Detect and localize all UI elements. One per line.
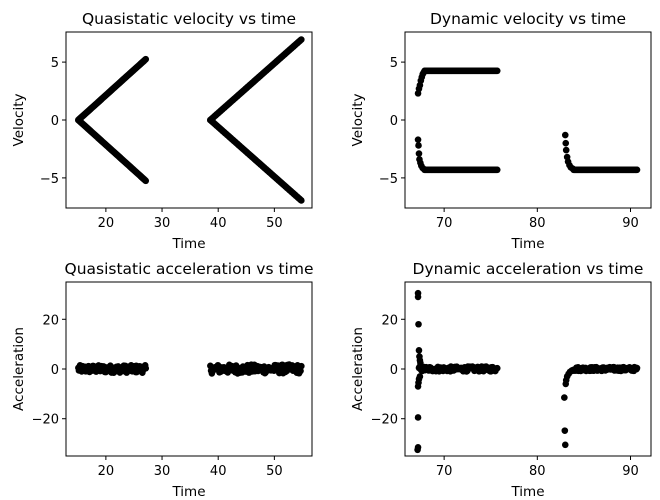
- y-tick-label: −5: [40, 172, 59, 187]
- data-points: [414, 67, 641, 174]
- data-point: [142, 177, 150, 185]
- y-axis-label: Acceleration: [350, 327, 366, 411]
- data-point: [420, 165, 428, 173]
- data-point: [415, 142, 422, 149]
- x-tick-label: 50: [266, 216, 283, 231]
- data-series-2: [75, 116, 150, 185]
- data-series-2: [569, 363, 641, 375]
- data-point: [298, 36, 305, 43]
- y-tick-label: −20: [32, 413, 59, 428]
- data-points: [414, 289, 641, 454]
- x-tick-label: 70: [436, 464, 453, 479]
- data-point: [417, 359, 424, 367]
- chart-title: Dynamic acceleration vs time: [413, 260, 644, 278]
- data-point: [142, 365, 150, 372]
- data-point: [142, 55, 150, 63]
- data-series-4: [207, 116, 305, 204]
- data-series-1: [75, 55, 150, 124]
- data-point: [414, 414, 422, 421]
- x-tick-label: 20: [98, 464, 115, 479]
- subplot-3: 20 30 40 50 −20 0 20 Quasistatic acceleration v…: [11, 260, 314, 500]
- y-tick-label: −20: [371, 413, 398, 428]
- data-series-2: [421, 166, 501, 174]
- x-axis-label: Time: [171, 236, 205, 252]
- data-point: [568, 367, 576, 374]
- data-series-3: [570, 166, 641, 174]
- y-tick-label: 0: [390, 363, 398, 378]
- x-tick-label: 20: [98, 216, 115, 231]
- data-series-2: [207, 361, 305, 377]
- x-tick-label: 70: [436, 216, 453, 231]
- chart-title: Quasistatic velocity vs time: [82, 10, 296, 28]
- x-tick-label: 40: [210, 216, 227, 231]
- data-series-1: [415, 363, 501, 375]
- data-point: [420, 69, 427, 76]
- data-point: [569, 165, 577, 172]
- y-tick-label: 0: [51, 363, 59, 378]
- data-point: [493, 166, 501, 174]
- x-tick-label: 30: [154, 216, 171, 231]
- data-point: [493, 364, 501, 372]
- x-tick-label: 90: [622, 216, 639, 231]
- x-tick-label: 50: [266, 464, 283, 479]
- y-tick-label: 5: [51, 56, 59, 71]
- y-axis-label: Velocity: [350, 94, 366, 147]
- data-point: [298, 362, 305, 370]
- subplot-2: 70 80 90 −5 0 5 Dynamic velocity vs time Time Ve…: [350, 10, 652, 252]
- data-point: [561, 441, 569, 449]
- data-series-1: [75, 361, 150, 376]
- y-tick-label: 0: [51, 114, 59, 129]
- x-axis-label: Time: [171, 484, 205, 500]
- chart-title: Dynamic velocity vs time: [430, 10, 626, 28]
- x-tick-label: 90: [622, 464, 639, 479]
- data-point: [561, 394, 568, 401]
- x-tick-label: 30: [154, 464, 171, 479]
- data-series-1: [421, 67, 501, 75]
- data-point: [414, 136, 422, 143]
- data-point: [415, 150, 423, 157]
- data-point: [414, 293, 422, 301]
- data-points: [75, 36, 305, 204]
- x-axis-label: Time: [510, 484, 544, 500]
- x-tick-label: 80: [529, 216, 546, 231]
- data-point: [414, 446, 421, 454]
- data-point: [415, 320, 422, 328]
- data-series-3: [207, 36, 305, 124]
- data-point: [415, 347, 423, 354]
- x-tick-label: 80: [529, 464, 546, 479]
- x-tick-label: 40: [210, 464, 227, 479]
- data-point: [561, 427, 569, 434]
- subplot-4: 70 80 90 −20 0 20 Dynamic acceleration vs time…: [350, 260, 652, 500]
- y-axis-label: Velocity: [11, 94, 27, 147]
- y-tick-label: −5: [379, 172, 398, 187]
- data-point: [561, 131, 569, 139]
- data-point: [633, 166, 641, 174]
- data-point: [562, 139, 570, 147]
- y-tick-label: 20: [381, 313, 398, 328]
- data-point: [562, 146, 570, 154]
- y-tick-label: 5: [390, 56, 398, 71]
- y-tick-label: 20: [42, 313, 59, 328]
- chart-title: Quasistatic acceleration vs time: [65, 260, 314, 278]
- x-axis-label: Time: [510, 236, 544, 252]
- data-point: [493, 67, 501, 75]
- y-axis-label: Acceleration: [11, 327, 27, 411]
- data-point: [416, 373, 424, 380]
- data-point: [633, 364, 641, 372]
- data-points: [75, 361, 305, 377]
- data-point: [298, 197, 305, 204]
- y-tick-label: 0: [390, 114, 398, 129]
- subplot-1: 20 30 40 50 −5 0 5 Quasistatic velocity vs time…: [11, 10, 313, 252]
